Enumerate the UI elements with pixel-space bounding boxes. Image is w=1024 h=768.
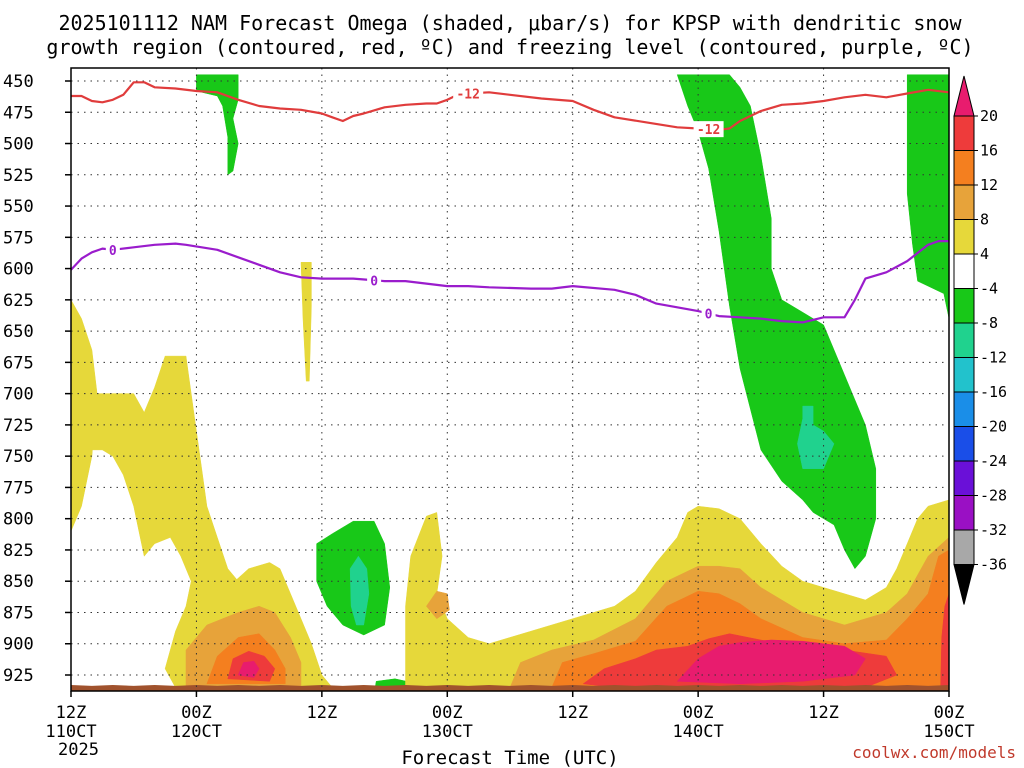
colorbar-label-16: 16 <box>980 142 998 160</box>
colorbar-segment <box>953 495 975 531</box>
y-tick-label-725: 725 <box>3 416 34 436</box>
contour-freezing-0C <box>71 240 949 324</box>
x-tick-time-48: 12Z <box>557 703 588 723</box>
colorbar-segment <box>953 529 975 565</box>
x-tick-time-36: 00Z <box>432 703 463 723</box>
colorbar-segment <box>953 184 975 220</box>
y-tick-label-850: 850 <box>3 572 34 592</box>
colorbar-segment <box>953 253 975 289</box>
colorbar-segment <box>953 426 975 462</box>
y-tick-label-700: 700 <box>3 385 34 405</box>
x-tick-date-0: 110CT <box>45 722 96 742</box>
y-tick-label-825: 825 <box>3 541 34 561</box>
contour-label-bg <box>105 241 120 258</box>
omega-shading-layer <box>71 74 949 691</box>
colorbar-label--24: -24 <box>980 452 1007 470</box>
colorbar-label--16: -16 <box>980 383 1007 401</box>
y-tick-label-775: 775 <box>3 478 34 498</box>
colorbar-label--4: -4 <box>980 280 998 298</box>
colorbar-label-8: 8 <box>980 211 989 229</box>
contour-label-freezing-0C: 0 <box>705 308 713 323</box>
y-tick-label-925: 925 <box>3 666 34 686</box>
colorbar-label--28: -28 <box>980 487 1007 505</box>
omega-region-green-right-edge-strip <box>906 74 949 319</box>
omega-region-magenta-lower-center-right <box>676 639 866 685</box>
colorbar: 20 16 12 8 4 -4 -8 -12 -16 -20 -24 -28 -32 -36 <box>953 75 1007 605</box>
chart-title-line-2: growth region (contoured, red, ºC) and f… <box>46 35 973 59</box>
colorbar-label--36: -36 <box>980 556 1007 574</box>
x-tick-date-84: 150CT <box>923 722 974 742</box>
contour-label-dendritic-12C: -12 <box>697 123 720 138</box>
x-tick-date-60: 140CT <box>673 722 724 742</box>
x-tick-time-84: 00Z <box>934 703 965 723</box>
x-tick-time-0: 12Z <box>56 703 87 723</box>
colorbar-top-arrow <box>953 75 975 117</box>
omega-region-magenta-lower-left-core <box>237 660 260 678</box>
colorbar-label--20: -20 <box>980 418 1007 436</box>
y-axis: 450 475 500 525 550 575 600 625 650 675 700 725 750 7… <box>3 72 71 686</box>
colorbar-segment <box>953 219 975 255</box>
y-tick-label-500: 500 <box>3 135 34 155</box>
contour-dendritic-12C <box>71 81 949 131</box>
y-tick-label-600: 600 <box>3 260 34 280</box>
x-tick-time-60: 00Z <box>683 703 714 723</box>
y-tick-label-550: 550 <box>3 197 34 217</box>
contour-label-freezing-0C: 0 <box>109 244 117 259</box>
contour-label-bg <box>701 305 716 322</box>
colorbar-label--12: -12 <box>980 349 1007 367</box>
colorbar-segment <box>953 357 975 393</box>
colorbar-segment <box>953 391 975 427</box>
chart-title-line-1: 2025101112 NAM Forecast Omega (shaded, μ… <box>58 11 962 35</box>
contour-label-bg <box>367 272 382 289</box>
colorbar-bottom-arrow <box>953 564 975 605</box>
contour-label-bg <box>453 85 484 102</box>
contour-label-bg <box>693 121 724 138</box>
terrain-layer <box>71 685 949 691</box>
y-tick-label-475: 475 <box>3 103 34 123</box>
omega-region-teal-lower-blob-core <box>349 555 370 626</box>
x-tick-year: 2025 <box>58 740 99 760</box>
x-tick-time-12: 00Z <box>181 703 212 723</box>
omega-region-yellow-center-left-lobe <box>300 262 312 382</box>
y-tick-label-450: 450 <box>3 72 34 92</box>
contour-label-freezing-0C: 0 <box>370 274 378 289</box>
x-axis-label: Forecast Time (UTC) <box>401 747 618 768</box>
colorbar-label-20: 20 <box>980 107 998 125</box>
y-tick-label-525: 525 <box>3 166 34 186</box>
colorbar-segment <box>953 288 975 324</box>
colorbar-segment <box>953 115 975 151</box>
contour-layer <box>71 81 949 324</box>
colorbar-label-12: 12 <box>980 176 998 194</box>
omega-region-green-upper-left-strip <box>196 74 239 176</box>
colorbar-label--32: -32 <box>980 521 1007 539</box>
x-tick-time-72: 12Z <box>808 703 839 723</box>
omega-region-teal-core-main-band <box>797 405 835 469</box>
colorbar-segment <box>953 150 975 186</box>
x-tick-date-12: 120CT <box>171 722 222 742</box>
terrain-ground <box>71 685 949 691</box>
colorbar-label--8: -8 <box>980 314 998 332</box>
y-tick-label-800: 800 <box>3 510 34 530</box>
colorbar-segment <box>953 322 975 358</box>
credit-text: coolwx.com/models <box>852 743 1016 762</box>
colorbar-label-4: 4 <box>980 245 989 263</box>
y-tick-label-750: 750 <box>3 447 34 467</box>
y-tick-label-575: 575 <box>3 228 34 248</box>
contour-label-layer: -12 -12 0 0 0 <box>105 85 724 323</box>
y-tick-label-900: 900 <box>3 635 34 655</box>
y-tick-label-625: 625 <box>3 291 34 311</box>
contour-label-dendritic-12C: -12 <box>456 88 479 103</box>
x-tick-time-24: 12Z <box>306 703 337 723</box>
plot-frame <box>70 67 950 692</box>
colorbar-segment <box>953 460 975 496</box>
y-tick-label-675: 675 <box>3 353 34 373</box>
y-tick-label-650: 650 <box>3 322 34 342</box>
y-tick-label-875: 875 <box>3 603 34 623</box>
omega-region-orange-small-center-blob <box>426 590 450 620</box>
x-tick-date-36: 130CT <box>422 722 473 742</box>
